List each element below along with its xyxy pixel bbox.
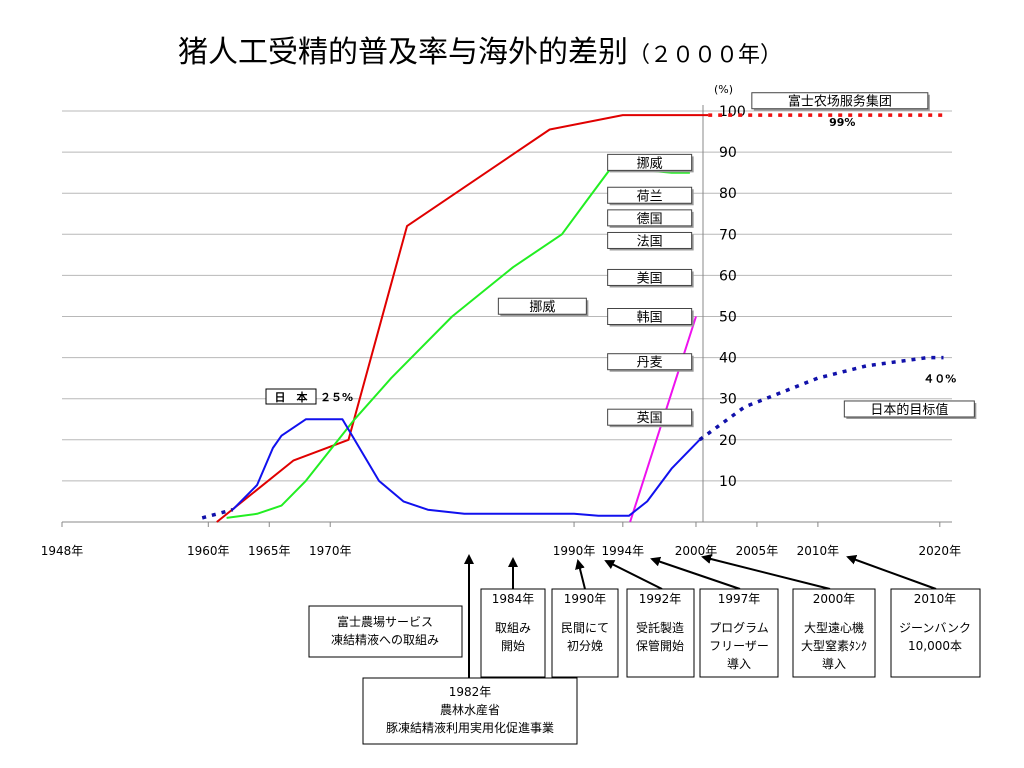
- event-1982-year: 1982年: [449, 685, 492, 699]
- event-2010-line2: 10,000本: [908, 639, 962, 653]
- event-1997-line1: プログラム: [709, 621, 769, 635]
- y-tick-20: 20: [719, 433, 737, 449]
- x-tick-2000: 2000年: [675, 544, 718, 558]
- x-tick-labels: 1948年 1960年 1965年 1970年 1990年 1994年 2000年 2005年…: [41, 544, 961, 558]
- value-label-0: 99%: [829, 116, 855, 129]
- event-2000-line2: 大型窒素ﾀﾝｸ: [801, 638, 867, 653]
- y-tick-60: 60: [719, 268, 737, 284]
- annotation-5: 美国: [607, 268, 694, 288]
- event-1997-line2: フリーザー: [709, 639, 769, 653]
- event-2000-year: 2000年: [813, 592, 856, 606]
- annotation-label-9: 挪威: [529, 300, 555, 315]
- event-2010-line1: ジーンバンク: [899, 621, 971, 635]
- series-japan-line: [231, 418, 701, 517]
- event-1992-year: 1992年: [639, 592, 682, 606]
- annotation-label-1: 挪威: [637, 156, 663, 171]
- event-1992-line1: 受託製造: [636, 620, 684, 635]
- event-1990-line2: 初分娩: [567, 639, 603, 653]
- event-1982-line1: 農林水産省: [440, 702, 500, 717]
- annotation-7: 丹麦: [607, 353, 694, 372]
- japan-peak-label: 日 本 ２５%: [265, 388, 353, 405]
- event-2010-year: 2010年: [914, 592, 957, 606]
- y-tick-80: 80: [719, 186, 737, 202]
- x-tick-2020: 2020年: [919, 544, 962, 558]
- event-1982-line2: 豚凍結精液利用実用化促進事業: [386, 720, 554, 735]
- chart-title: 猪人工受精的普及率与海外的差别（２０００年）: [178, 35, 782, 70]
- x-tick-1990: 1990年: [553, 544, 596, 558]
- y-tick-10: 10: [719, 474, 737, 490]
- annotation-3: 德国: [607, 209, 694, 228]
- event-1984-line1: 取組み: [495, 621, 531, 635]
- y-tick-40: 40: [719, 351, 737, 367]
- event-1984-line2: 開始: [501, 639, 525, 653]
- event-fuji-line2: 凍結精液への取組み: [331, 632, 439, 647]
- event-2000: 2000年 大型遠心機 大型窒素ﾀﾝｸ 導入: [701, 554, 876, 678]
- y-tick-100: 100: [719, 104, 746, 120]
- event-1997-year: 1997年: [718, 592, 761, 606]
- annotation-6: 韩国: [607, 308, 694, 327]
- annotation-8: 英国: [607, 408, 694, 428]
- event-fuji: 富士農場サービス 凍結精液への取組み: [308, 605, 463, 658]
- timeline-events: 1982年 農林水産省 豚凍結精液利用実用化促進事業 富士農場サービス 凍結精液…: [308, 554, 981, 745]
- y-tick-70: 70: [719, 227, 737, 243]
- event-fuji-line1: 富士農場サービス: [337, 614, 433, 629]
- gridlines: [62, 110, 952, 482]
- annotation-9: 挪威: [497, 297, 589, 317]
- event-2000-line3: 導入: [822, 657, 846, 671]
- annotation-label-8: 英国: [637, 411, 663, 426]
- annotation-label-2: 荷兰: [637, 189, 663, 204]
- annotation-10: 日本的目标值: [843, 400, 977, 419]
- y-tick-30: 30: [719, 392, 737, 408]
- x-tick-1948: 1948年: [41, 544, 84, 558]
- japan-peak-value: ２５%: [320, 391, 353, 404]
- y-unit-label: (%): [714, 83, 733, 96]
- annotation-0: 富士农场服务集团: [751, 92, 930, 111]
- annotation-2: 荷兰: [607, 186, 694, 206]
- y-tick-50: 50: [719, 310, 737, 326]
- event-1997: 1997年 プログラム フリーザー 導入: [650, 556, 779, 678]
- event-1997-line3: 導入: [727, 657, 751, 671]
- chart-title-year: （２０００年）: [628, 43, 782, 68]
- x-tick-1965: 1965年: [248, 544, 291, 558]
- annotation-1: 挪威: [607, 153, 694, 173]
- x-tick-1970: 1970年: [309, 544, 352, 558]
- annotation-label-5: 美国: [637, 271, 663, 286]
- annotation-4: 法国: [607, 231, 694, 251]
- x-tick-2005: 2005年: [736, 544, 779, 558]
- x-tick-1994: 1994年: [602, 544, 645, 558]
- event-2000-line1: 大型遠心機: [804, 620, 864, 635]
- y-tick-labels: 10 20 30 40 50 60 70 80 90 100: [719, 104, 746, 490]
- annotation-label-6: 韩国: [637, 311, 663, 326]
- value-label-1: ４０%: [923, 372, 956, 385]
- event-1990-line1: 民間にて: [561, 621, 609, 635]
- annotation-label-7: 丹麦: [637, 356, 663, 371]
- axes: [61, 105, 952, 527]
- event-1990: 1990年 民間にて 初分娩: [551, 559, 619, 678]
- event-1992-line2: 保管開始: [636, 638, 684, 653]
- event-1984-year: 1984年: [492, 592, 535, 606]
- annotation-label-0: 富士农场服务集团: [788, 94, 892, 110]
- series-red-line: [216, 114, 709, 523]
- event-1984: 1984年 取組み 開始: [480, 557, 546, 678]
- event-1982: 1982年 農林水産省 豚凍結精液利用実用化促進事業: [362, 554, 578, 745]
- annotation-label-4: 法国: [637, 234, 663, 249]
- japan-label-box: 日 本: [275, 390, 308, 404]
- data-series: [201, 113, 944, 523]
- annotation-label-10: 日本的目标值: [870, 402, 948, 418]
- event-2010: 2010年 ジーンバンク 10,000本: [846, 555, 981, 678]
- y-tick-90: 90: [719, 145, 737, 161]
- x-tick-1960: 1960年: [187, 544, 230, 558]
- event-1992: 1992年 受託製造 保管開始: [604, 560, 695, 678]
- x-tick-2010: 2010年: [797, 544, 840, 558]
- annotation-label-3: 德国: [637, 212, 663, 227]
- value-labels: 99% ４０%: [829, 116, 956, 385]
- event-1990-year: 1990年: [564, 592, 607, 606]
